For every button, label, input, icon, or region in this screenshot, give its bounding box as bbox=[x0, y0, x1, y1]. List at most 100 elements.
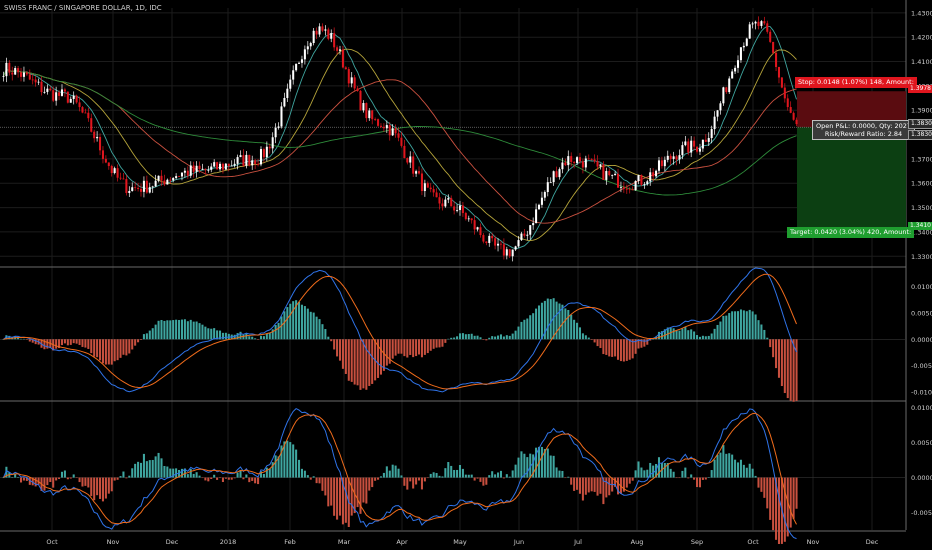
candle-body bbox=[526, 234, 529, 236]
candle-body bbox=[701, 139, 704, 149]
histogram-bar bbox=[637, 339, 640, 349]
candle-body bbox=[134, 187, 137, 189]
histogram-bar bbox=[769, 339, 772, 348]
price-tick-label: 1.4300 bbox=[911, 9, 932, 17]
histogram-bar bbox=[719, 321, 722, 340]
histogram-bar bbox=[701, 477, 704, 480]
candle-body bbox=[766, 23, 769, 32]
candles bbox=[2, 16, 798, 262]
histogram-bar bbox=[789, 339, 792, 401]
histogram-bar bbox=[55, 477, 58, 481]
candle-body bbox=[602, 164, 605, 180]
histogram-bar bbox=[529, 315, 532, 340]
candle-body bbox=[567, 156, 570, 166]
candle-body bbox=[157, 175, 160, 181]
candle-body bbox=[775, 52, 778, 67]
candle-body bbox=[614, 173, 617, 175]
histogram-bar bbox=[163, 466, 166, 478]
histogram-bar bbox=[201, 324, 204, 340]
histogram-bar bbox=[435, 473, 438, 478]
histogram-bar bbox=[549, 299, 552, 340]
histogram-bar bbox=[505, 474, 508, 478]
ma-mid-line bbox=[3, 48, 797, 241]
target-label[interactable]: Target: 0.0420 (3.04%) 420, Amount: bbox=[787, 227, 915, 238]
histogram-bar bbox=[576, 322, 579, 340]
histogram-bar bbox=[420, 477, 423, 490]
signal-line bbox=[3, 412, 797, 525]
stop-label[interactable]: Stop: 0.0148 (1.07%) 148, Amount: bbox=[795, 77, 917, 88]
candle-body bbox=[69, 98, 72, 103]
histogram-bar bbox=[529, 453, 532, 478]
histogram-bar bbox=[415, 477, 418, 485]
histogram-bar bbox=[763, 477, 766, 498]
histogram-bar bbox=[614, 339, 617, 357]
histogram-bar bbox=[584, 477, 587, 495]
histogram-bar bbox=[268, 332, 271, 340]
histogram-bar bbox=[482, 477, 485, 486]
histogram-bar bbox=[338, 339, 342, 361]
histogram-bar bbox=[125, 339, 128, 356]
histogram-bar bbox=[154, 324, 157, 340]
histogram-bar bbox=[458, 333, 462, 340]
histogram-bar bbox=[684, 326, 687, 340]
histogram-bar bbox=[300, 468, 303, 478]
histogram-bar bbox=[417, 477, 421, 481]
histogram-bar bbox=[338, 477, 342, 516]
histogram-bar bbox=[151, 459, 154, 478]
time-tick-label: Aug bbox=[631, 538, 644, 546]
histogram-bar bbox=[786, 477, 789, 537]
candle-body bbox=[409, 156, 412, 163]
histogram-bar bbox=[517, 326, 520, 340]
histogram-bar bbox=[596, 339, 599, 347]
histogram-bar bbox=[526, 457, 529, 478]
histogram-bar bbox=[265, 467, 268, 478]
histogram-bar bbox=[157, 320, 160, 340]
histogram-bar bbox=[52, 477, 55, 488]
candle-body bbox=[34, 79, 37, 83]
histogram-bar bbox=[742, 464, 745, 478]
histogram-bar bbox=[397, 339, 400, 354]
osc-tick-label: 0.0100 bbox=[911, 404, 932, 412]
pnl-box[interactable]: Open P&L: 0.0000, Qty: 2027 Risk/Reward … bbox=[812, 120, 916, 140]
histogram-bar bbox=[558, 470, 561, 478]
candle-body bbox=[52, 90, 55, 101]
candle-body bbox=[218, 163, 222, 170]
candle-body bbox=[722, 87, 725, 104]
histogram-bar bbox=[388, 470, 391, 478]
candle-body bbox=[400, 137, 403, 146]
histogram-bar bbox=[394, 339, 397, 356]
candle-body bbox=[107, 162, 110, 167]
histogram-bar bbox=[43, 339, 46, 350]
candle-body bbox=[315, 30, 318, 35]
histogram-bar bbox=[101, 477, 104, 502]
histogram-bar bbox=[271, 329, 274, 340]
candle-body bbox=[397, 133, 400, 138]
histogram-bar bbox=[183, 319, 186, 340]
histogram-bar bbox=[473, 335, 476, 340]
candle-body bbox=[479, 227, 482, 236]
time-tick-label: Nov bbox=[107, 538, 120, 546]
candle-body bbox=[131, 187, 134, 192]
candle-body bbox=[99, 136, 102, 151]
histogram-bar bbox=[213, 328, 216, 340]
histogram-bar bbox=[467, 474, 470, 478]
candle-body bbox=[599, 164, 602, 167]
histogram-bar bbox=[508, 335, 511, 340]
candle-body bbox=[736, 60, 740, 68]
candle-body bbox=[543, 192, 546, 198]
time-tick-label: Dec bbox=[866, 538, 879, 546]
macd-line bbox=[3, 267, 797, 393]
candle-body bbox=[289, 79, 292, 89]
candle-body bbox=[371, 110, 374, 120]
histogram-bar bbox=[681, 470, 684, 478]
candle-body bbox=[75, 95, 78, 103]
histogram-bar bbox=[295, 300, 298, 340]
histogram-bar bbox=[259, 335, 263, 340]
candle-body bbox=[78, 102, 81, 108]
candle-body bbox=[780, 77, 783, 88]
histogram-bar bbox=[631, 339, 634, 359]
histogram-bar bbox=[148, 460, 151, 478]
histogram-bar bbox=[5, 466, 8, 478]
histogram-bar bbox=[362, 339, 365, 389]
